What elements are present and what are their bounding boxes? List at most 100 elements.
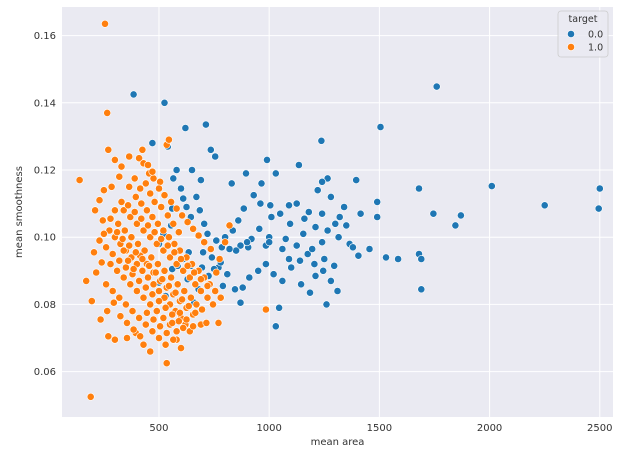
data-point-1.0: [117, 162, 126, 171]
data-point-0.0: [451, 221, 460, 230]
data-point-1.0: [116, 312, 125, 321]
data-point-1.0: [150, 228, 159, 237]
data-point-0.0: [313, 186, 322, 195]
data-point-1.0: [138, 266, 147, 275]
data-point-0.0: [297, 280, 305, 289]
data-point-1.0: [184, 302, 193, 310]
data-point-0.0: [330, 261, 339, 270]
data-point-0.0: [376, 123, 385, 131]
data-point-1.0: [119, 246, 128, 255]
data-point-1.0: [100, 229, 108, 238]
data-point-1.0: [140, 246, 149, 255]
data-point-0.0: [275, 303, 283, 312]
data-point-1.0: [104, 145, 113, 154]
data-point-1.0: [125, 152, 134, 161]
data-point-1.0: [148, 213, 157, 221]
data-point-0.0: [182, 203, 191, 211]
data-point-1.0: [196, 275, 205, 284]
data-point-1.0: [104, 332, 113, 341]
data-point-1.0: [148, 327, 157, 336]
data-point-1.0: [166, 253, 174, 262]
data-point-1.0: [123, 318, 131, 327]
y-tick-labels: 0.06 0.08 0.10 0.12 0.14 0.16: [34, 31, 56, 378]
data-point-1.0: [86, 392, 95, 401]
data-point-0.0: [319, 266, 328, 275]
data-point-1.0: [149, 315, 158, 324]
data-point-1.0: [137, 214, 146, 223]
data-point-1.0: [111, 335, 119, 344]
data-point-1.0: [155, 334, 163, 342]
data-point-1.0: [122, 263, 130, 272]
data-point-1.0: [106, 260, 115, 268]
x-tick-label: 1000: [256, 423, 281, 434]
data-point-0.0: [348, 243, 357, 252]
legend-marker-1.0: [567, 43, 575, 51]
x-tick-label: 2500: [587, 423, 612, 434]
data-point-0.0: [326, 276, 335, 285]
data-point-1.0: [261, 305, 270, 314]
data-point-1.0: [162, 359, 171, 368]
data-point-0.0: [261, 260, 270, 268]
legend-title: target: [569, 14, 598, 25]
data-point-1.0: [186, 293, 195, 302]
data-point-1.0: [225, 221, 234, 230]
data-point-1.0: [100, 186, 108, 195]
data-point-0.0: [432, 82, 441, 91]
data-point-0.0: [238, 283, 247, 292]
data-point-1.0: [128, 307, 137, 315]
data-point-1.0: [134, 239, 142, 248]
data-point-1.0: [221, 238, 229, 247]
data-point-1.0: [108, 250, 117, 258]
data-point-1.0: [135, 154, 143, 163]
data-point-1.0: [132, 219, 141, 228]
data-point-0.0: [242, 169, 250, 178]
data-point-0.0: [177, 184, 185, 193]
data-point-1.0: [159, 313, 168, 322]
data-point-1.0: [120, 226, 129, 235]
data-point-1.0: [183, 261, 192, 270]
data-point-1.0: [148, 167, 157, 176]
data-point-0.0: [271, 322, 280, 331]
data-point-1.0: [160, 266, 169, 275]
data-point-0.0: [540, 201, 549, 210]
data-point-1.0: [175, 308, 184, 317]
data-point-1.0: [145, 261, 153, 270]
data-point-1.0: [131, 192, 140, 201]
data-point-1.0: [132, 287, 141, 295]
data-point-0.0: [231, 285, 239, 294]
x-axis-label: mean area: [311, 437, 365, 448]
data-point-1.0: [144, 221, 152, 230]
data-point-1.0: [106, 214, 115, 223]
x-tick-label: 1500: [367, 423, 392, 434]
data-point-1.0: [155, 184, 163, 193]
data-point-1.0: [206, 245, 215, 253]
data-point-1.0: [159, 226, 168, 235]
data-point-1.0: [155, 297, 163, 305]
data-point-0.0: [195, 206, 204, 215]
data-point-0.0: [342, 221, 351, 230]
data-point-1.0: [129, 325, 138, 334]
data-point-0.0: [365, 245, 374, 253]
data-point-1.0: [146, 189, 155, 198]
data-point-0.0: [211, 152, 220, 161]
legend-marker-0.0: [567, 30, 575, 38]
data-point-1.0: [113, 228, 121, 237]
data-point-0.0: [148, 139, 157, 147]
data-point-1.0: [141, 283, 150, 292]
data-point-1.0: [167, 197, 175, 206]
series-1.0-points: [75, 19, 270, 401]
y-tick-label: 0.12: [34, 165, 56, 176]
y-tick-label: 0.06: [34, 367, 56, 378]
data-point-0.0: [382, 253, 390, 262]
legend: target 0.0 1.0: [557, 10, 609, 58]
data-point-1.0: [115, 256, 124, 265]
data-point-0.0: [206, 145, 215, 154]
data-point-0.0: [303, 250, 312, 258]
data-point-1.0: [122, 300, 130, 309]
data-point-0.0: [487, 182, 496, 190]
data-point-1.0: [139, 293, 148, 302]
data-point-1.0: [171, 288, 180, 297]
data-point-1.0: [119, 206, 128, 215]
data-point-1.0: [148, 290, 157, 299]
data-point-0.0: [227, 179, 236, 188]
